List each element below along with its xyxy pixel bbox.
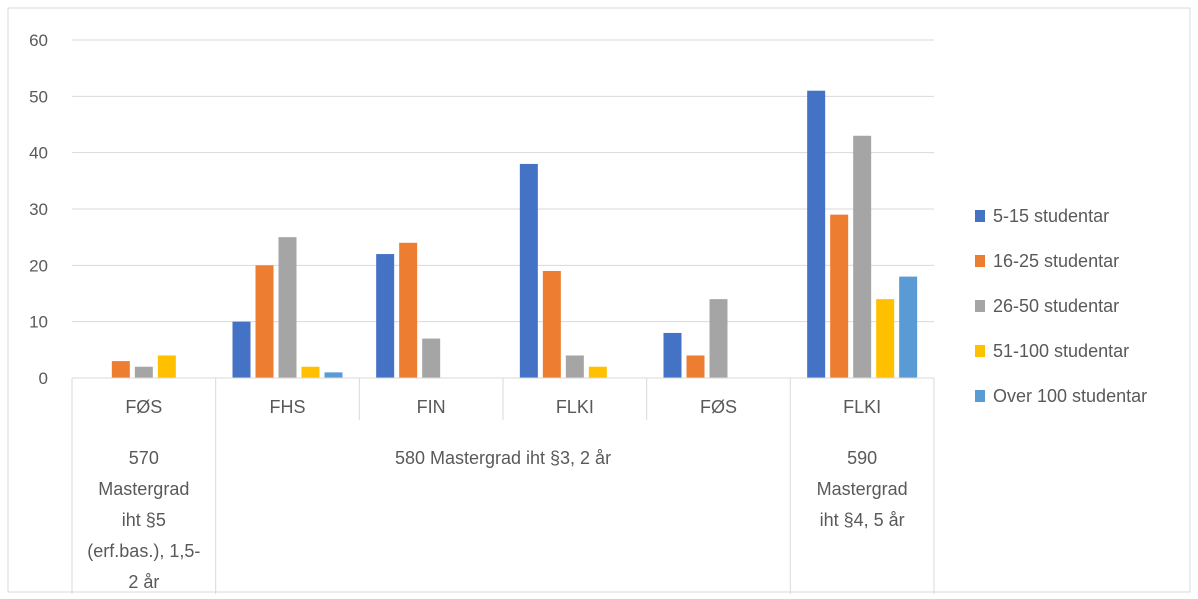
bar [588,366,607,378]
bar [301,366,320,378]
bar [709,299,728,378]
x-group-label: 580 Mastergrad iht §3, 2 år [395,448,611,468]
x-category-label: FØS [700,397,737,417]
bar [899,276,918,378]
legend-swatch [975,300,985,312]
bar [686,355,705,378]
x-group-label: 2 år [128,572,159,592]
legend-swatch [975,210,985,222]
x-group-label: iht §5 [122,510,166,530]
bar [111,361,130,378]
x-category-label: FLKI [843,397,881,417]
bars [111,90,918,378]
y-axis-ticks: 0 10 20 30 40 50 60 [29,31,48,388]
bar [853,135,872,378]
y-tick-label: 30 [29,200,48,219]
bar [565,355,584,378]
bar [542,270,561,378]
y-tick-label: 40 [29,144,48,163]
x-category-label: FIN [417,397,446,417]
x-axis-groups: 570 Mastergrad iht §5 (erf.bas.), 1,5- 2 år 5… [87,448,907,592]
bar [278,237,297,378]
chart-frame [7,7,1191,593]
legend-swatch [975,390,985,402]
x-category-label: FLKI [556,397,594,417]
y-tick-label: 60 [29,31,48,50]
bar [255,265,274,378]
bar [876,299,895,378]
bar [830,214,849,378]
legend-label: 5-15 studentar [993,206,1109,226]
bar [519,163,538,378]
y-tick-label: 50 [29,87,48,106]
y-tick-label: 10 [29,313,48,332]
legend-label: Over 100 studentar [993,386,1147,406]
bar [157,355,176,378]
legend-swatch [975,255,985,267]
x-group-label: (erf.bas.), 1,5- [87,541,200,561]
bar [422,338,441,378]
legend-label: 16-25 studentar [993,251,1119,271]
x-group-label: iht §4, 5 år [820,510,905,530]
y-tick-label: 20 [29,256,48,275]
gridlines [72,39,934,323]
bar [376,254,395,378]
x-group-label: 570 [129,448,159,468]
bar [399,242,418,378]
bar [134,366,153,378]
bar [324,372,343,378]
x-category-label: FHS [270,397,306,417]
legend-swatch [975,345,985,357]
bar [663,332,682,378]
legend-label: 51-100 studentar [993,341,1129,361]
bar [807,90,826,378]
bar [232,321,251,378]
x-group-label: Mastergrad [98,479,189,499]
x-axis [71,377,935,594]
legend: 5-15 studentar 16-25 studentar 26-50 stude… [975,206,1147,406]
legend-label: 26-50 studentar [993,296,1119,316]
y-tick-label: 0 [39,369,48,388]
x-category-label: FØS [125,397,162,417]
x-group-label: 590 [847,448,877,468]
x-group-label: Mastergrad [817,479,908,499]
x-axis-categories: FØS FHS FIN FLKI FØS FLKI [125,397,881,417]
